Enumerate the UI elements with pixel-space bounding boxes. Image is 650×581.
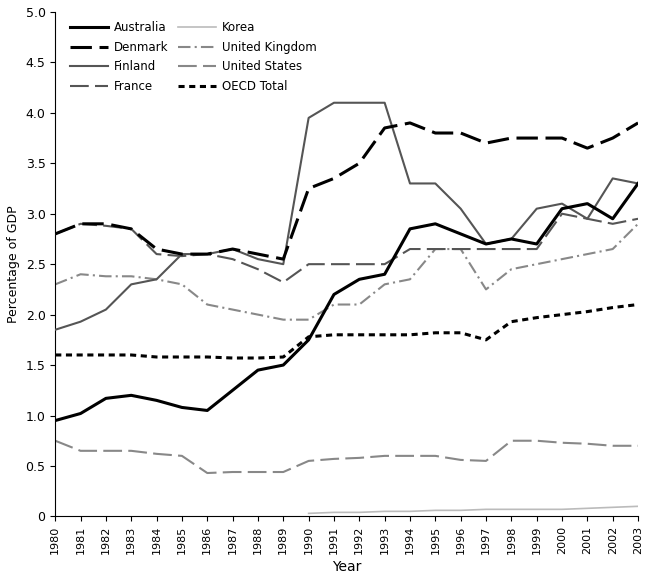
Legend: Australia, Denmark, Finland, France, Korea, United Kingdom, United States, OECD : Australia, Denmark, Finland, France, Kor…	[67, 18, 320, 96]
X-axis label: Year: Year	[332, 560, 361, 574]
Y-axis label: Percentage of GDP: Percentage of GDP	[7, 205, 20, 323]
